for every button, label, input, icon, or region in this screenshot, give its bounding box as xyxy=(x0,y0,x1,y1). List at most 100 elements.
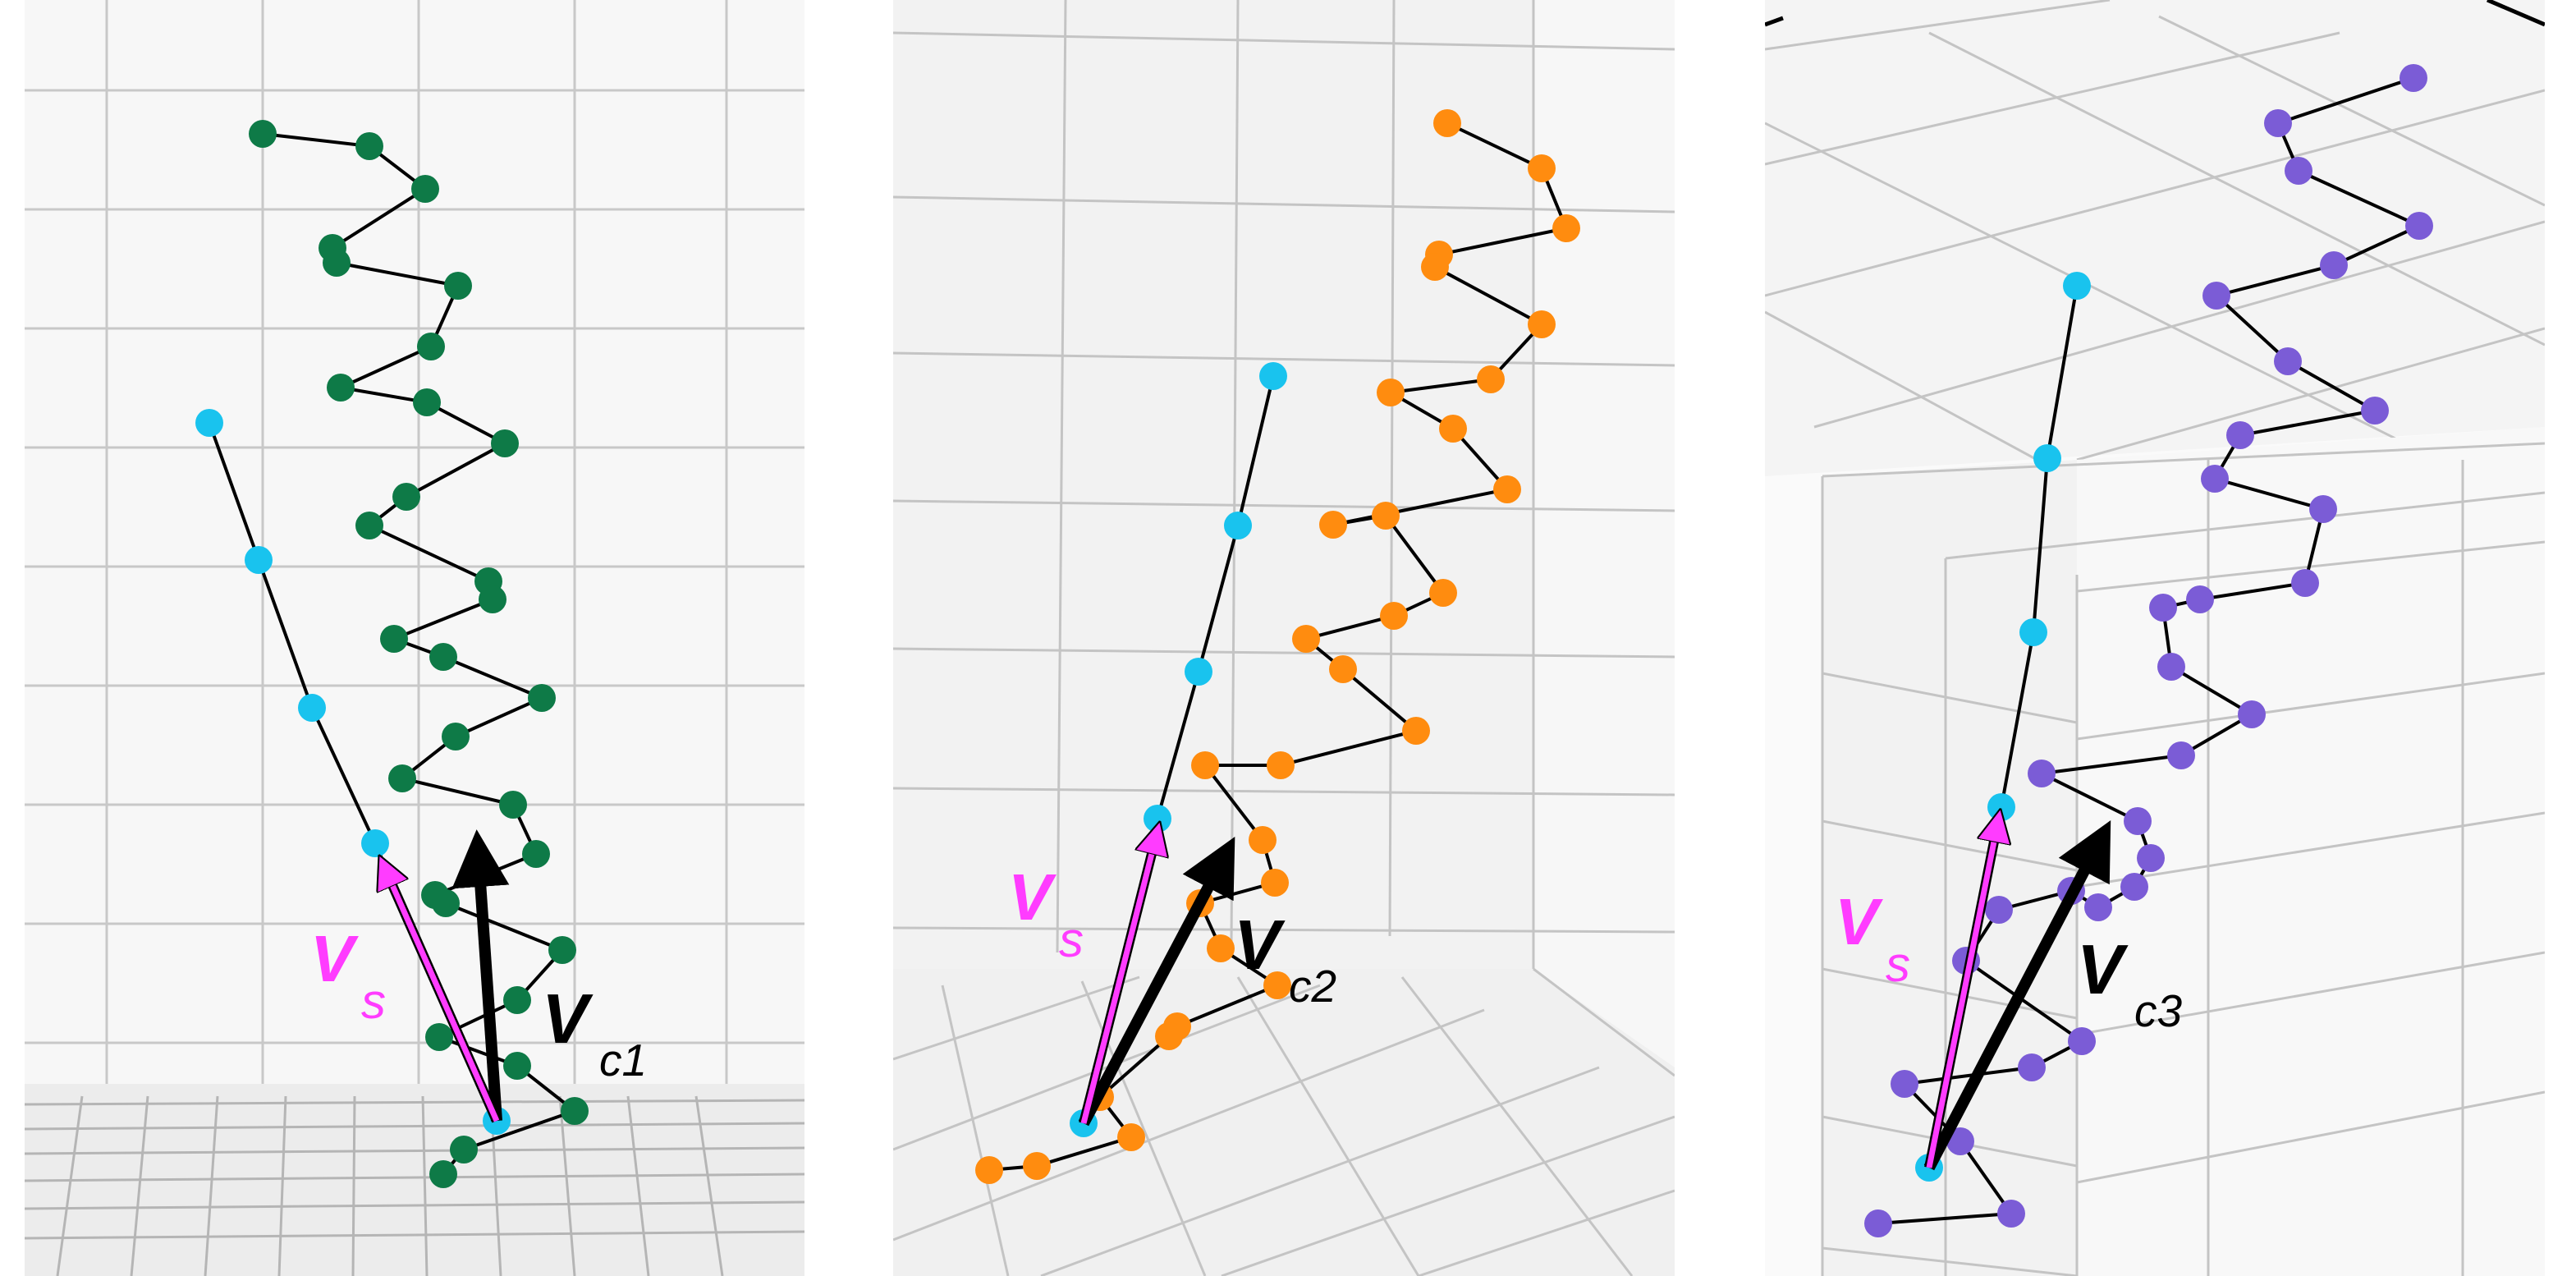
vector-s-arrow xyxy=(1924,825,1997,1169)
spring-joint xyxy=(1263,971,1291,999)
skeleton-joint xyxy=(1259,362,1287,390)
spring-joint xyxy=(2202,282,2230,310)
spring-joint xyxy=(522,840,550,868)
spring-joint xyxy=(2120,873,2148,901)
spring-joint xyxy=(1377,379,1405,406)
spring-joint xyxy=(2018,1053,2046,1081)
spring-joint xyxy=(1329,655,1357,683)
skeleton-joint xyxy=(2063,272,2091,300)
skeleton-joint xyxy=(1987,793,2015,821)
vector-c-label-sub: c2 xyxy=(1289,961,1336,1012)
spring-joint xyxy=(479,585,506,613)
vector-s-label-sub: s xyxy=(1059,912,1084,967)
spring-joint xyxy=(249,120,277,148)
vector-c-label-sub: c3 xyxy=(2134,985,2183,1036)
spring-joint xyxy=(411,175,439,203)
spring-joint xyxy=(1319,511,1347,539)
vector-s-label: V s xyxy=(1835,885,1910,992)
vector-c3-label: V c3 xyxy=(2077,931,2183,1036)
skeleton-joint xyxy=(361,829,389,857)
spring-joint xyxy=(2320,251,2348,279)
spring-joint xyxy=(355,512,383,539)
spring-joint xyxy=(2400,64,2427,92)
spring-joint xyxy=(2137,844,2165,872)
spring-joint xyxy=(1380,602,1408,630)
spring-joint xyxy=(327,374,355,402)
panel-1: V s V c1 xyxy=(25,0,804,1276)
spring-joint xyxy=(561,1097,589,1125)
vector-c-label-main: V xyxy=(2077,931,2129,1009)
spring-joint xyxy=(2291,569,2319,597)
back-wall xyxy=(893,0,1533,969)
spring-joint xyxy=(432,889,460,917)
vector-s-label-sub: s xyxy=(1886,937,1910,992)
spring-joint xyxy=(2309,495,2337,523)
vector-s-label: V s xyxy=(310,922,386,1029)
spring-joint xyxy=(1292,625,1320,653)
spring-joint xyxy=(499,791,527,819)
spring-joint xyxy=(1421,253,1449,281)
pane-background xyxy=(25,0,804,1276)
vector-c-label-main: V xyxy=(542,980,594,1058)
spring-joint xyxy=(975,1156,1003,1184)
skeleton-joint xyxy=(245,546,273,574)
spring-joint xyxy=(1493,475,1521,503)
vector-c2-arrow xyxy=(1078,837,1235,1127)
spring-joint xyxy=(1267,751,1295,779)
vector-c1-label: V c1 xyxy=(542,980,647,1086)
spring-joint xyxy=(1439,415,1467,443)
spring-joint xyxy=(1997,1200,2025,1228)
spring-joint xyxy=(1261,869,1289,897)
spring-joint xyxy=(2264,109,2292,137)
vector-c-label-sub: c1 xyxy=(599,1035,647,1086)
vector-s-label-sub: s xyxy=(361,974,386,1029)
spring-joint xyxy=(548,936,576,964)
vector-c1-arrow xyxy=(451,829,510,1122)
skeleton-joint xyxy=(2033,444,2061,472)
spring-joint xyxy=(1985,896,2013,924)
spring-joint xyxy=(1191,751,1219,779)
box-grid xyxy=(1821,427,2545,1276)
spring-joint xyxy=(1552,214,1580,242)
spring-joint xyxy=(1864,1209,1892,1237)
spring-chain xyxy=(249,120,589,1188)
spring-joint xyxy=(1249,826,1277,854)
skeleton-joint xyxy=(1224,512,1252,539)
spring-joint xyxy=(2361,397,2389,425)
skeleton-joint xyxy=(1185,658,1212,686)
spring-joint xyxy=(413,388,441,416)
spring-joint xyxy=(503,1052,531,1080)
spring-joint xyxy=(503,986,531,1014)
spring-joint xyxy=(1429,579,1457,607)
spring-joint xyxy=(442,723,470,750)
spring-joint xyxy=(380,625,408,653)
spring-link xyxy=(262,132,579,1176)
spring-joint xyxy=(2238,700,2266,728)
top-grid xyxy=(1765,0,2545,476)
spring-chain xyxy=(975,109,1580,1184)
spring-joint xyxy=(1117,1123,1145,1151)
spring-joint xyxy=(2124,807,2152,835)
spring-joint xyxy=(2285,157,2312,185)
skeleton-joint xyxy=(2019,618,2047,646)
spring-joint xyxy=(2149,594,2177,622)
spring-joint xyxy=(1477,365,1505,393)
spring-joint xyxy=(1402,717,1430,745)
spring-joint xyxy=(355,132,383,160)
vector-s-label-main: V xyxy=(1008,861,1057,934)
vector-c2-label: V c2 xyxy=(1234,907,1336,1012)
spring-joint xyxy=(2084,893,2112,921)
skeleton-joint xyxy=(195,409,223,437)
spring-joint xyxy=(425,1023,453,1051)
vector-s-label-main: V xyxy=(1835,885,1883,958)
spring-joint xyxy=(1528,154,1556,182)
panel-2-plot: V s V c2 xyxy=(893,0,1675,1276)
vector-s-arrow xyxy=(386,870,502,1123)
spring-joint xyxy=(323,249,351,277)
spring-joint xyxy=(450,1136,478,1164)
spring-joint xyxy=(444,272,472,300)
vector-s-label: V s xyxy=(1008,861,1084,967)
spring-joint xyxy=(1372,502,1400,530)
spring-joint xyxy=(1207,934,1235,962)
vector-s-arrow xyxy=(1079,838,1156,1125)
